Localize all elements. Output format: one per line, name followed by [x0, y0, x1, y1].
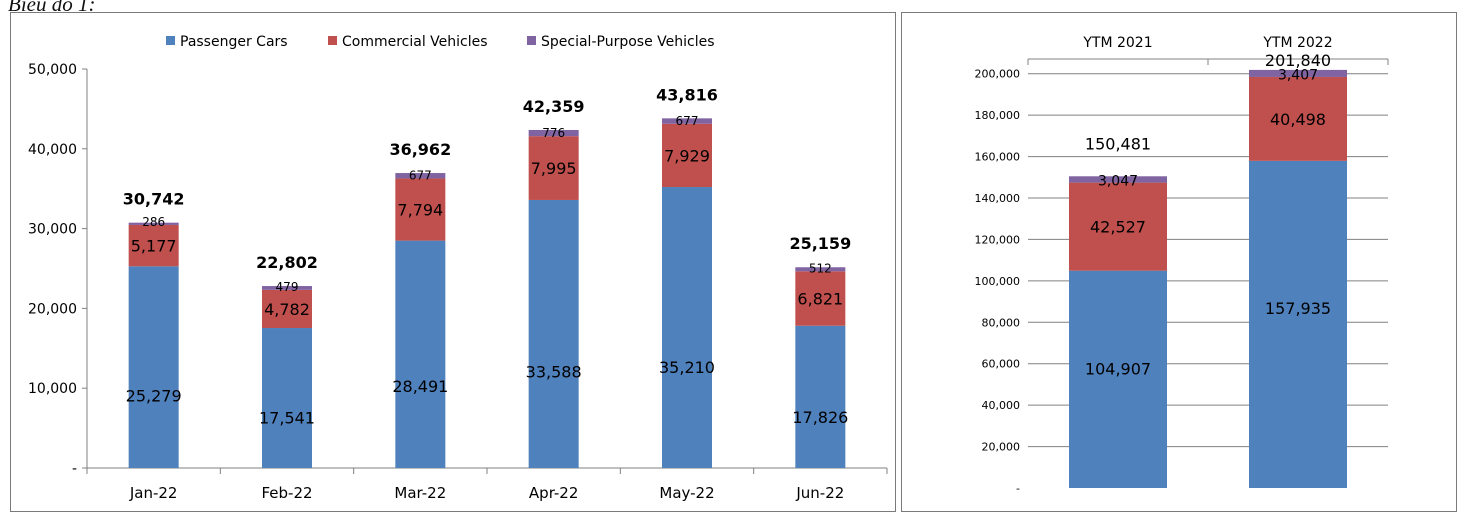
data-label-total: 36,962	[389, 140, 451, 159]
y-tick-label: 60,000	[982, 358, 1021, 371]
x-tick-label: YTM 2022	[1262, 35, 1332, 51]
data-label-total: 43,816	[656, 85, 718, 104]
data-label-special-purpose-vehicles: 677	[409, 168, 432, 182]
data-label-commercial-vehicles: 4,782	[264, 300, 310, 319]
bar-special-purpose-vehicles	[128, 222, 179, 225]
data-label-special-purpose-vehicles: 776	[542, 126, 565, 140]
y-tick-label: 200,000	[975, 68, 1021, 81]
bar-special-purpose-vehicles	[795, 267, 846, 272]
data-label-commercial-vehicles: 5,177	[131, 237, 177, 256]
bar-passenger-cars	[1249, 160, 1347, 488]
y-tick-label: 140,000	[975, 192, 1021, 205]
monthly-sales-chart: - 10,000 20,000 30,000 40,000 50,000 25,279 5,1…	[28, 34, 888, 502]
monthly-sales-chart-panel: - 10,000 20,000 30,000 40,000 50,000 25,279 5,1…	[10, 12, 896, 512]
bar-passenger-cars	[528, 199, 579, 468]
data-label-total: 25,159	[789, 234, 851, 253]
data-label-passenger-cars: 17,826	[792, 408, 848, 427]
bar-commercial-vehicles	[395, 178, 446, 241]
bar-commercial-vehicles	[1249, 76, 1347, 161]
data-label-passenger-cars: 33,588	[526, 363, 582, 382]
data-label-total: 30,742	[123, 190, 185, 209]
bar-commercial-vehicles	[128, 224, 179, 267]
bar-passenger-cars	[395, 240, 446, 468]
y-tick-label: 30,000	[28, 222, 77, 238]
y-tick-label: 50,000	[28, 62, 77, 78]
y-tick-label: 20,000	[28, 301, 77, 317]
data-label-passenger-cars: 25,279	[126, 386, 182, 405]
data-label-passenger-cars: 157,935	[1265, 299, 1331, 318]
y-tick-label: 10,000	[28, 381, 77, 397]
ytm-sales-chart: - 20,000 40,000 60,000 80,000 100,000 120,000 1…	[975, 35, 1389, 495]
y-tick-label: 180,000	[975, 109, 1021, 122]
data-label-special-purpose-vehicles: 512	[809, 261, 832, 275]
bar-special-purpose-vehicles	[1249, 69, 1347, 77]
y-tick-label: 160,000	[975, 151, 1021, 164]
legend-swatch-commercial-vehicles	[328, 36, 337, 45]
data-label-passenger-cars: 35,210	[659, 358, 715, 377]
bar-passenger-cars	[262, 328, 312, 468]
data-label-commercial-vehicles: 7,995	[531, 159, 577, 178]
data-label-special-purpose-vehicles: 677	[676, 114, 699, 128]
legend-label-commercial-vehicles: Commercial Vehicles	[342, 34, 488, 50]
y-tick-label: 120,000	[975, 233, 1021, 246]
data-label-total: 201,840	[1265, 51, 1331, 70]
data-label-commercial-vehicles: 40,498	[1270, 110, 1326, 129]
data-label-special-purpose-vehicles: 3,047	[1098, 173, 1138, 189]
bar-commercial-vehicles	[1069, 182, 1167, 271]
legend-label-special-purpose-vehicles: Special-Purpose Vehicles	[541, 34, 715, 50]
x-tick-label: May-22	[659, 484, 714, 502]
data-label-total: 42,359	[523, 97, 585, 116]
data-label-total: 22,802	[256, 253, 318, 272]
bar-commercial-vehicles	[662, 123, 712, 188]
bar-commercial-vehicles	[262, 289, 312, 329]
bar-passenger-cars	[128, 266, 179, 468]
bar-commercial-vehicles	[795, 271, 846, 326]
data-label-special-purpose-vehicles: 479	[276, 280, 299, 294]
data-label-total: 150,481	[1085, 134, 1151, 153]
data-label-passenger-cars: 17,541	[259, 409, 315, 428]
y-tick-label: 100,000	[975, 275, 1021, 288]
bar-special-purpose-vehicles	[1069, 176, 1167, 183]
data-label-passenger-cars: 104,907	[1085, 359, 1151, 378]
bar-special-purpose-vehicles	[395, 173, 446, 179]
bar-passenger-cars	[662, 187, 712, 468]
data-label-commercial-vehicles: 7,929	[664, 146, 710, 165]
bar-special-purpose-vehicles	[528, 129, 579, 137]
legend-label-passenger-cars: Passenger Cars	[180, 34, 288, 50]
data-label-special-purpose-vehicles: 3,407	[1278, 67, 1318, 83]
bar-commercial-vehicles	[528, 136, 579, 200]
ytm-sales-chart-panel: - 20,000 40,000 60,000 80,000 100,000 120,000 1…	[901, 12, 1457, 512]
x-tick-label: Mar-22	[394, 484, 446, 502]
bar-special-purpose-vehicles	[662, 118, 712, 124]
y-tick-label: -	[72, 461, 77, 477]
data-label-passenger-cars: 28,491	[392, 377, 448, 396]
x-tick-label: Apr-22	[529, 484, 579, 502]
bar-passenger-cars	[795, 325, 846, 468]
y-tick-label: 40,000	[28, 142, 77, 158]
data-label-commercial-vehicles: 42,527	[1090, 218, 1146, 237]
x-tick-label: Jan-22	[129, 484, 178, 502]
x-tick-label: Jun-22	[795, 484, 844, 502]
y-tick-label: 20,000	[982, 441, 1021, 454]
legend-swatch-passenger-cars	[166, 36, 175, 45]
data-label-commercial-vehicles: 7,794	[397, 201, 443, 220]
data-label-special-purpose-vehicles: 286	[142, 215, 165, 229]
y-tick-label: -	[1016, 482, 1020, 495]
data-label-commercial-vehicles: 6,821	[797, 290, 843, 309]
y-tick-label: 40,000	[982, 399, 1021, 412]
bar-special-purpose-vehicles	[262, 286, 312, 290]
legend-swatch-special-purpose-vehicles	[527, 36, 536, 45]
y-tick-label: 80,000	[982, 316, 1021, 329]
x-tick-label: Feb-22	[261, 484, 312, 502]
bar-passenger-cars	[1069, 270, 1167, 488]
x-tick-label: YTM 2021	[1082, 35, 1152, 51]
